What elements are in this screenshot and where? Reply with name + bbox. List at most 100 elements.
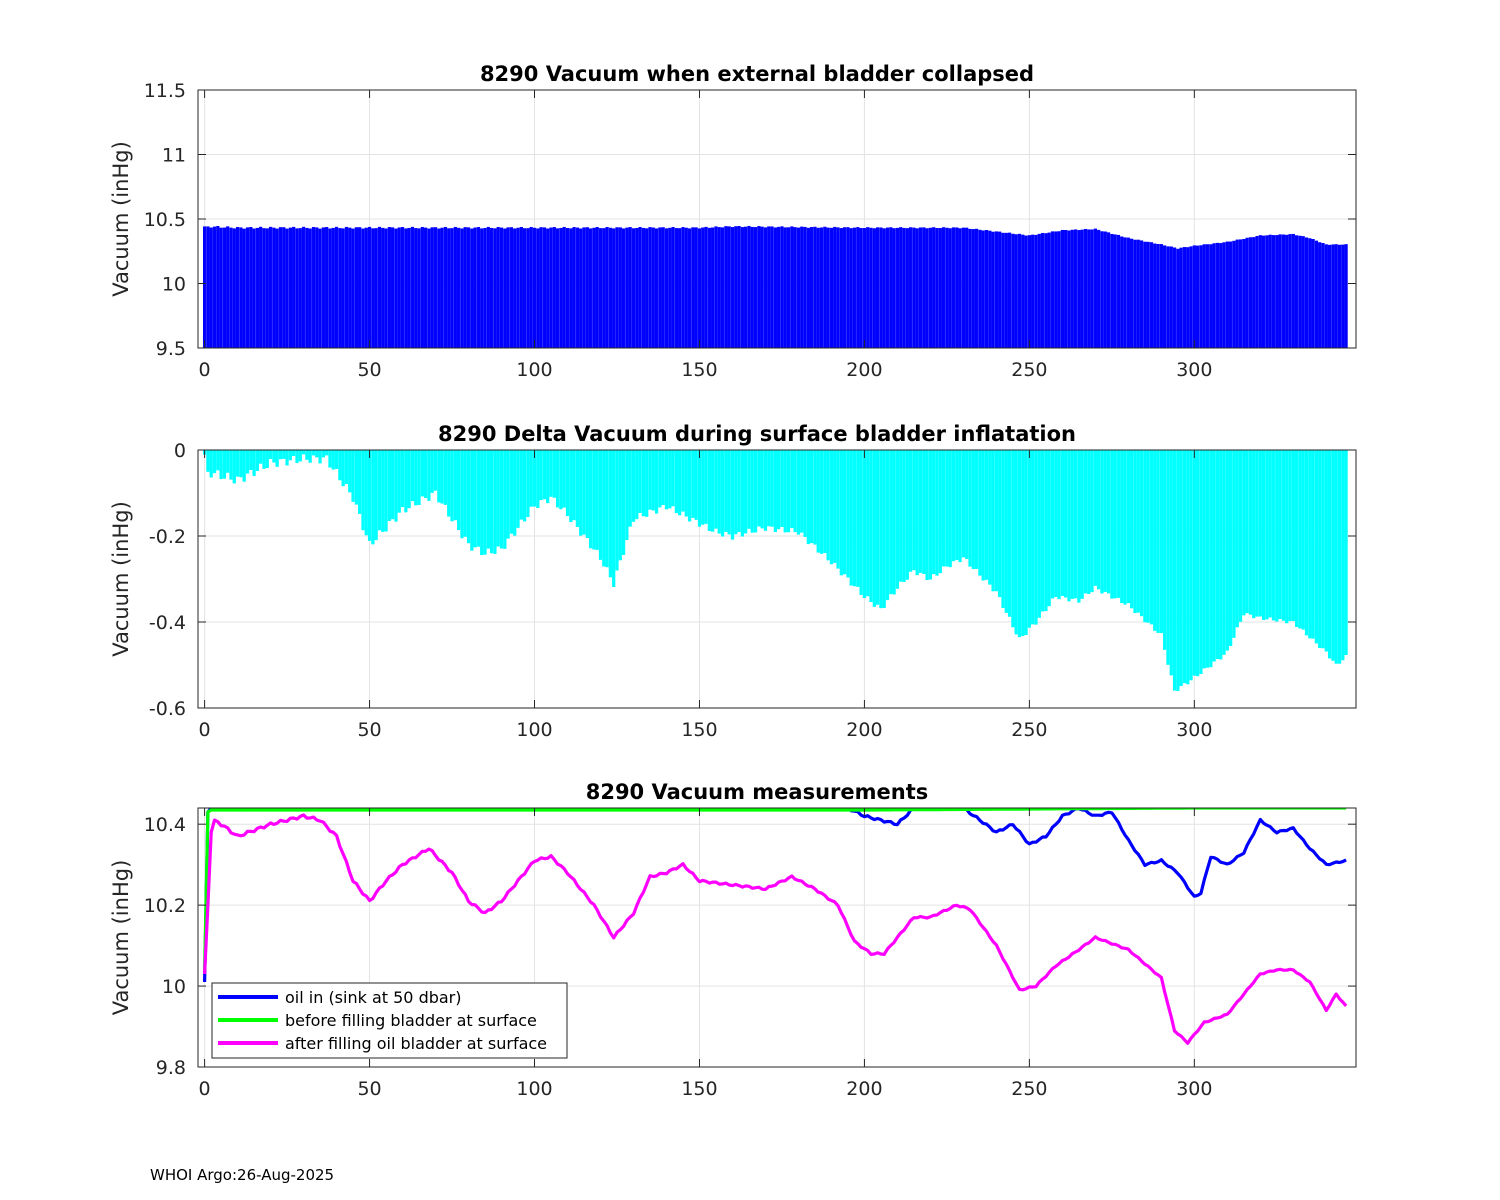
bar [424,227,428,348]
bar [1314,240,1319,348]
bar [1001,232,1005,348]
bar [796,450,801,535]
bar [1037,450,1041,618]
bar [876,227,880,348]
bar [410,450,415,502]
bar [298,450,302,462]
bar [367,450,372,541]
bar [1149,242,1154,348]
bar [951,450,956,562]
bar [793,450,797,533]
bar [1120,450,1124,603]
bar [932,450,936,575]
bar [433,450,438,491]
bar [839,450,843,576]
bar [592,450,596,550]
bar [522,450,527,522]
bar [351,450,355,502]
bar [1294,235,1299,348]
bar [1229,450,1233,646]
bar [1064,230,1068,348]
bar [1265,450,1269,620]
delta-vacuum-chart: 0 50 100 150 200 250 300 -0.6 -0.4 -0.2 0 8290 Delt… [109,422,1357,741]
bar [608,227,613,348]
bar [1324,244,1328,348]
bar [674,450,678,514]
bar [259,226,263,348]
bar [1090,229,1094,348]
bar [701,227,705,348]
bar [1192,245,1196,348]
bar [879,450,883,609]
bar [1014,450,1018,635]
bar [615,227,619,348]
bar [1275,450,1279,622]
bar [843,227,847,348]
x-tick-label: 300 [1176,359,1212,381]
bar [242,450,246,482]
bar [1327,450,1332,659]
bar [1304,450,1309,636]
bar [404,450,408,513]
bar [1288,450,1292,621]
bar [311,450,316,456]
y-tick-label: 9.5 [156,338,186,360]
bar [371,228,375,348]
bar [770,226,774,348]
bar [859,228,863,348]
bar [971,229,975,348]
bar [490,228,494,348]
bar [1100,450,1104,594]
bar [1232,240,1236,348]
bar [344,226,349,348]
bar [1311,238,1315,348]
bar [483,227,487,348]
bar [1027,450,1032,628]
bar [595,227,599,348]
bar [974,228,979,348]
bar [486,450,490,549]
bar [321,227,325,348]
bar [1314,450,1319,644]
bar [915,228,919,348]
bar [1258,450,1262,617]
bar [1222,242,1226,348]
bar [1308,238,1312,348]
x-tick-label: 200 [846,719,882,741]
footer-credit: WHOI Argo:26-Aug-2025 [150,1166,335,1184]
bar [1001,450,1005,608]
bar [899,450,903,582]
bar [460,450,464,539]
bar [892,228,896,348]
y-tick-label: -0.6 [149,698,186,720]
bar [889,450,893,595]
bar [470,228,474,348]
y-tick-label: 10 [162,976,186,998]
bar [588,228,593,348]
bar [773,450,777,533]
bar [1126,237,1130,348]
bar [377,226,382,348]
bar [1245,237,1249,348]
bar [374,450,378,541]
bar [216,226,220,348]
bar [984,450,989,580]
bar [882,228,886,348]
bar [1248,237,1253,348]
bar [1281,450,1286,621]
bar [354,450,358,505]
bar [460,228,464,348]
bar [1192,450,1196,676]
bar [1189,450,1193,681]
bar [235,226,240,348]
bar [1176,450,1180,692]
bar [1139,240,1144,348]
bar [1153,450,1157,631]
bar [1215,242,1220,348]
bar [635,228,639,348]
bar [1294,450,1299,627]
bar [786,450,791,533]
bar [598,450,603,560]
bar [1021,234,1025,348]
bar [1202,450,1206,669]
